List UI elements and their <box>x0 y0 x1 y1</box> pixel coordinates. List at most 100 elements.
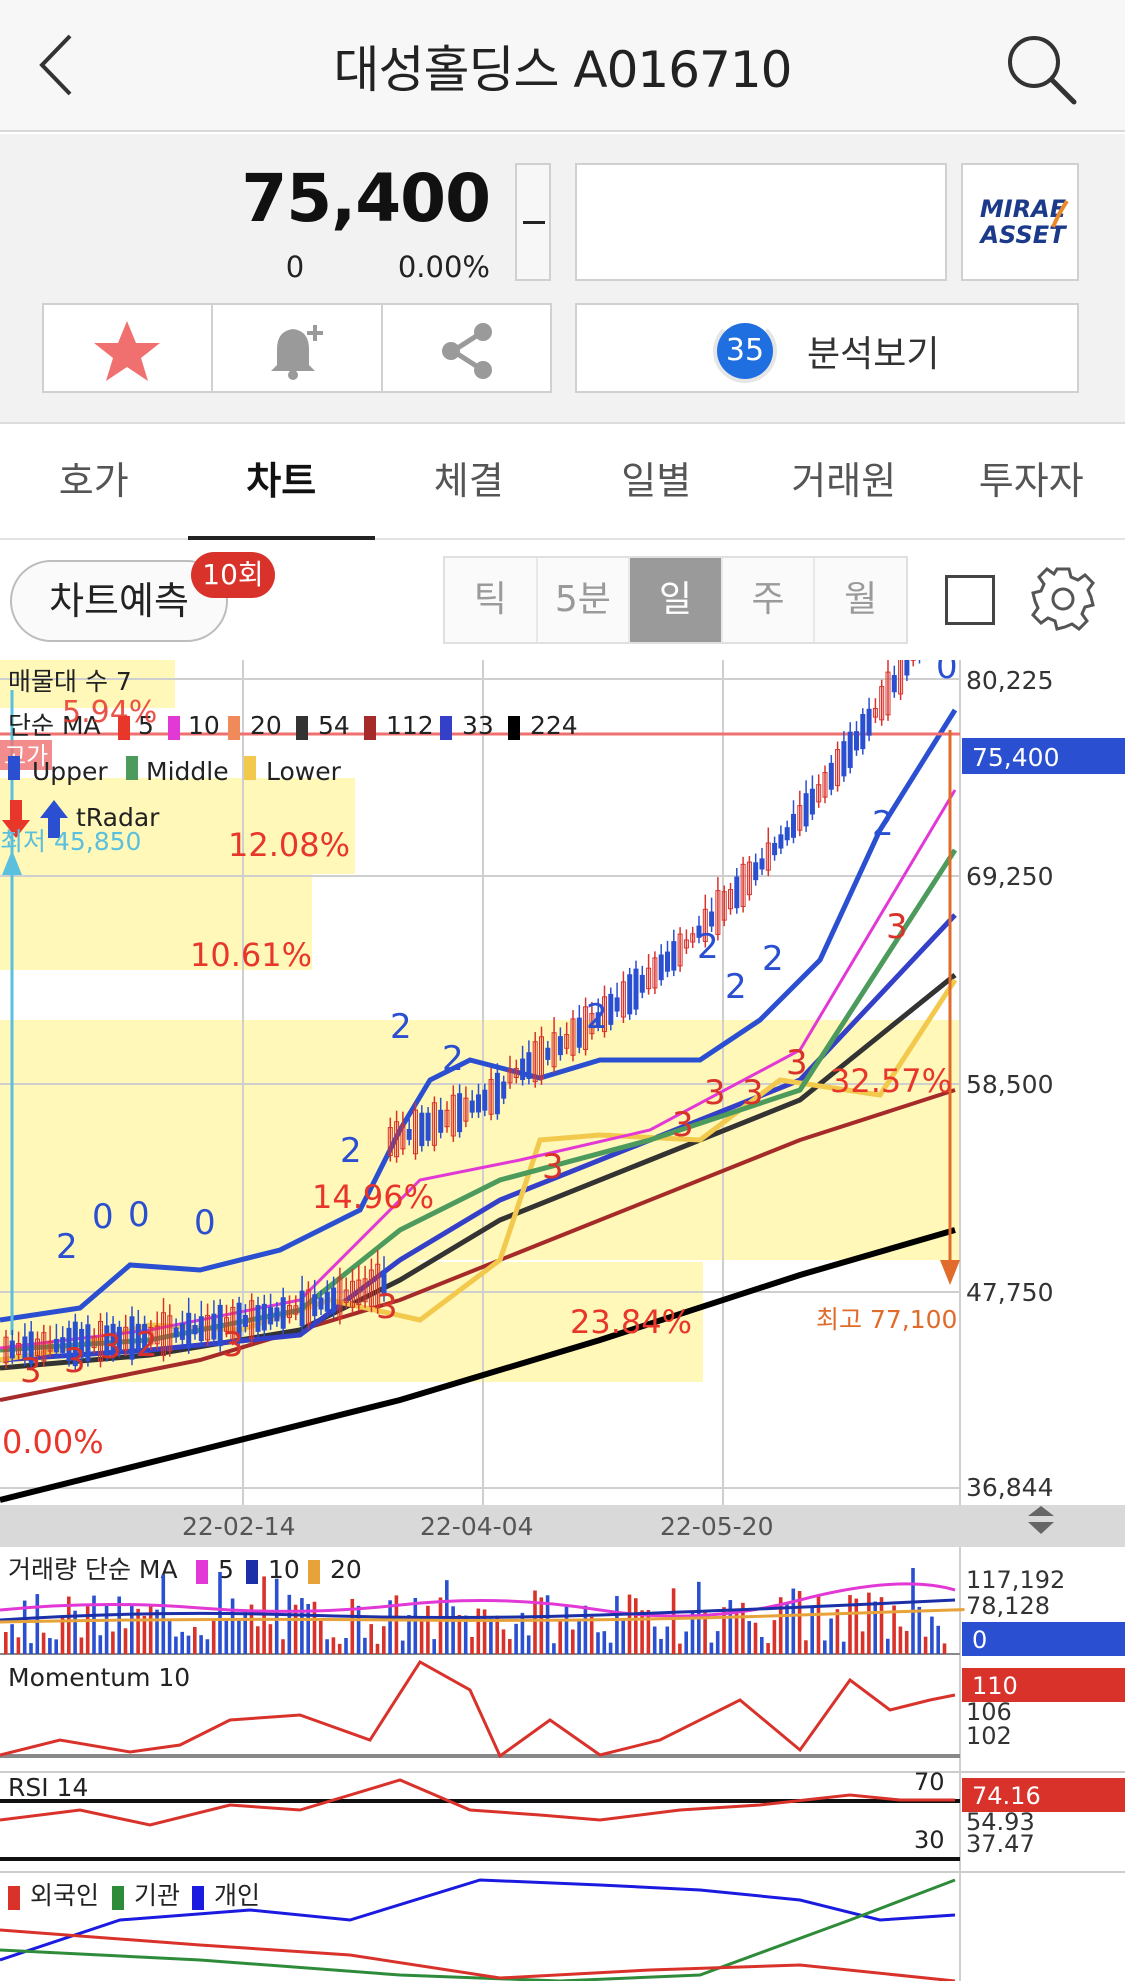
svg-text:Momentum 10: Momentum 10 <box>8 1663 190 1692</box>
star-icon <box>94 321 160 381</box>
share-button[interactable] <box>383 305 550 391</box>
volume-bar <box>293 1604 298 1654</box>
tab-investors[interactable]: 투자자 <box>978 459 1084 503</box>
candle-body <box>224 1317 229 1332</box>
price-change-pct: 0.00% <box>397 250 490 284</box>
svg-text:20: 20 <box>330 1555 362 1584</box>
gear-icon[interactable] <box>1030 566 1096 632</box>
volume-bar <box>67 1596 71 1654</box>
candle-body <box>47 1340 53 1352</box>
candle-body <box>79 1328 85 1358</box>
period-5min[interactable]: 5분 <box>538 558 631 642</box>
top-volume-pct: 5.94% <box>62 695 157 730</box>
candle-body <box>696 925 702 938</box>
svg-text:74.16: 74.16 <box>972 1782 1041 1810</box>
volume-bar <box>766 1643 770 1654</box>
favorite-button[interactable] <box>44 305 214 391</box>
volume-bar <box>665 1626 670 1654</box>
price-alert-button[interactable] <box>213 305 383 391</box>
volume-bar <box>211 1618 216 1654</box>
candle-body <box>173 1327 179 1338</box>
candle-body <box>16 1343 22 1355</box>
volume-bar <box>501 1629 506 1654</box>
volume-bar <box>558 1620 562 1654</box>
svg-text:3: 3 <box>886 907 908 947</box>
period-day[interactable]: 일 <box>630 558 723 642</box>
low-arrow-head <box>2 850 22 875</box>
volume-bar <box>256 1626 260 1654</box>
volume-bar <box>407 1615 411 1654</box>
tab-daily[interactable]: 일별 <box>621 459 692 503</box>
rsi-panel: RSI 14 70 30 74.16 54.93 37.47 <box>0 1768 1125 1861</box>
candle-body <box>658 954 664 981</box>
search-icon[interactable] <box>1000 28 1080 108</box>
analysis-score-badge: 35 <box>717 323 773 379</box>
volume-bar <box>325 1639 329 1654</box>
price-axis-bg <box>960 660 1125 1505</box>
volume-bar <box>482 1609 487 1654</box>
period-tick[interactable]: 틱 <box>445 558 538 642</box>
svg-text:0: 0 <box>194 1203 216 1243</box>
candle-body <box>28 1331 34 1365</box>
period-month[interactable]: 월 <box>844 579 878 620</box>
share-icon <box>441 323 492 379</box>
bell-plus-icon <box>271 325 324 380</box>
candle-body <box>816 784 822 803</box>
candle-body <box>274 1307 280 1322</box>
candle-body <box>368 1269 374 1307</box>
candle-body <box>872 707 878 718</box>
candle-body <box>539 1036 544 1080</box>
candle-body <box>627 974 633 1015</box>
volume-bar <box>659 1638 663 1654</box>
volume-bar <box>382 1626 386 1654</box>
svg-text:개인: 개인 <box>214 1881 260 1910</box>
volume-bar <box>167 1620 172 1654</box>
svg-text:102: 102 <box>966 1722 1012 1750</box>
candle-body <box>476 1094 481 1113</box>
candle-body <box>746 861 752 896</box>
svg-text:2: 2 <box>697 927 719 967</box>
candle-body <box>179 1323 185 1340</box>
mini-chart-box[interactable] <box>575 163 947 281</box>
candle-body <box>488 1079 494 1115</box>
volume-bar <box>860 1631 865 1654</box>
analysis-button[interactable]: 35 분석보기 <box>575 303 1079 393</box>
volume-bar <box>142 1615 147 1654</box>
candle-body <box>91 1336 97 1348</box>
volume-bar <box>886 1638 890 1654</box>
svg-text:5: 5 <box>138 711 154 740</box>
tab-hoga[interactable]: 호가 <box>58 459 129 503</box>
volume-bar <box>678 1643 682 1654</box>
candle-body <box>123 1326 129 1351</box>
back-chevron-left-icon[interactable] <box>26 30 96 100</box>
stock-chart[interactable]: 매물대 수 7 단순 MA 5 10 20 54 112 33 224 5.94… <box>0 660 1125 1981</box>
candle-body <box>847 731 853 768</box>
candle-body <box>3 1336 9 1364</box>
candle-body <box>217 1304 223 1347</box>
volume-bar <box>577 1619 581 1654</box>
fullscreen-toggle[interactable] <box>945 575 995 625</box>
high-arrow-head <box>940 1260 960 1285</box>
svg-text:tRadar: tRadar <box>76 803 160 832</box>
svg-text:2: 2 <box>56 1227 78 1267</box>
volume-bar <box>79 1637 84 1654</box>
tab-trades[interactable]: 체결 <box>433 459 504 503</box>
volume-bar <box>104 1604 109 1654</box>
candle-body <box>249 1300 255 1340</box>
svg-text:20: 20 <box>250 711 282 740</box>
volume-bar <box>797 1591 802 1654</box>
volume-bar <box>337 1643 342 1654</box>
candle-body <box>129 1316 135 1360</box>
candle-body <box>261 1303 267 1331</box>
candle-body <box>721 891 727 921</box>
candle-body <box>457 1093 463 1133</box>
volume-bar <box>942 1643 947 1654</box>
candle-body <box>450 1094 456 1137</box>
candle-body <box>22 1336 28 1361</box>
tab-chart[interactable]: 차트 <box>187 426 376 540</box>
candle-body <box>211 1313 217 1340</box>
tab-brokers[interactable]: 거래원 <box>791 459 897 503</box>
date-axis-ticks: 22-02-14 22-04-04 22-05-20 <box>182 1512 773 1541</box>
volume-bar <box>671 1588 676 1654</box>
period-week[interactable]: 주 <box>723 558 816 642</box>
